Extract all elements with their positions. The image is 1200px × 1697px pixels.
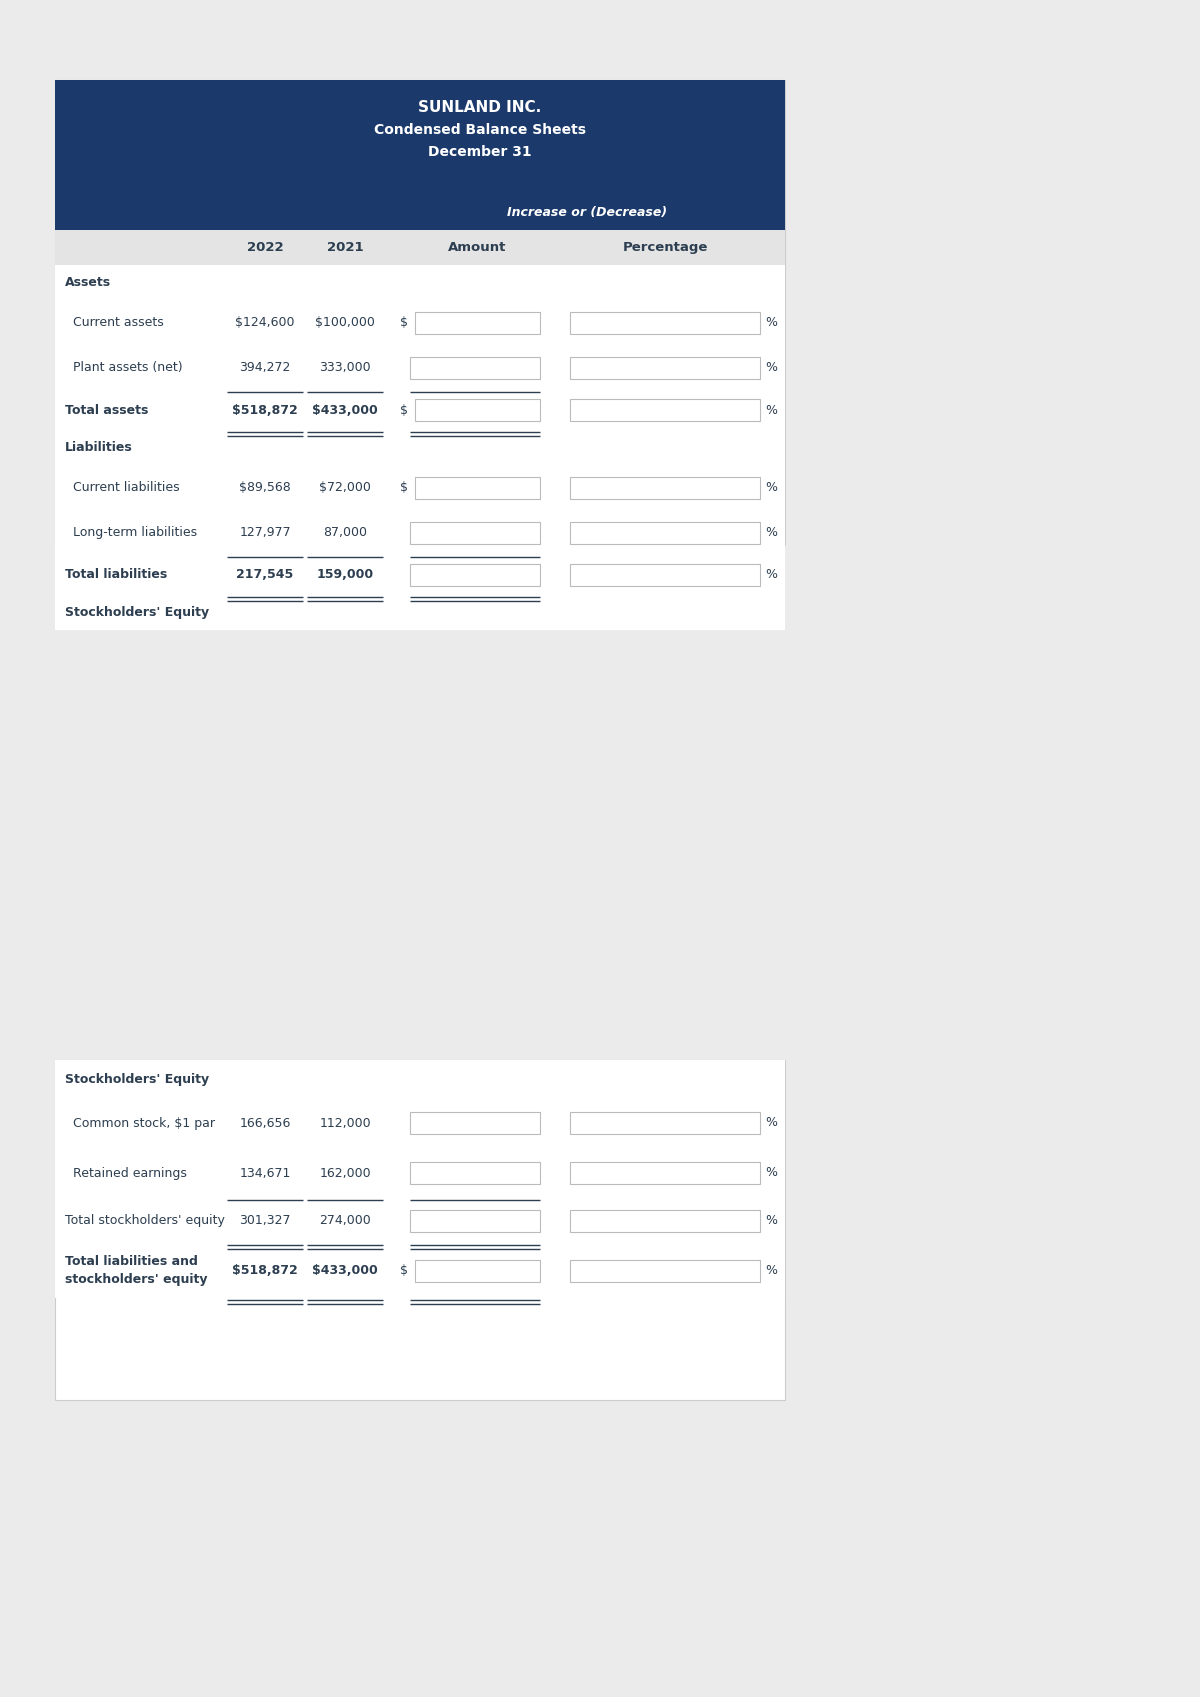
Text: $: $ (400, 480, 408, 494)
FancyBboxPatch shape (410, 1162, 540, 1185)
Text: 159,000: 159,000 (317, 568, 373, 582)
FancyBboxPatch shape (415, 1259, 540, 1281)
FancyBboxPatch shape (410, 563, 540, 585)
Text: 87,000: 87,000 (323, 526, 367, 540)
Text: %: % (766, 404, 778, 416)
Text: $89,568: $89,568 (239, 480, 290, 494)
FancyBboxPatch shape (55, 231, 785, 265)
FancyBboxPatch shape (570, 1162, 760, 1185)
FancyBboxPatch shape (410, 356, 540, 378)
Text: Stockholders' Equity: Stockholders' Equity (65, 1073, 209, 1086)
FancyBboxPatch shape (415, 312, 540, 334)
FancyBboxPatch shape (570, 312, 760, 334)
Text: stockholders' equity: stockholders' equity (65, 1273, 208, 1286)
FancyBboxPatch shape (410, 1112, 540, 1134)
FancyBboxPatch shape (55, 80, 785, 195)
Text: 166,656: 166,656 (239, 1117, 290, 1130)
Text: 127,977: 127,977 (239, 526, 290, 540)
Text: $433,000: $433,000 (312, 1264, 378, 1278)
Text: Current assets: Current assets (73, 316, 163, 329)
FancyBboxPatch shape (55, 195, 785, 231)
FancyBboxPatch shape (55, 344, 785, 390)
Text: 2021: 2021 (326, 241, 364, 255)
FancyBboxPatch shape (570, 1210, 760, 1232)
FancyBboxPatch shape (410, 521, 540, 543)
Text: SUNLAND INC.: SUNLAND INC. (419, 100, 541, 115)
FancyBboxPatch shape (55, 1198, 785, 1242)
Text: 394,272: 394,272 (239, 361, 290, 373)
Text: $72,000: $72,000 (319, 480, 371, 494)
Text: Total liabilities and: Total liabilities and (65, 1256, 198, 1268)
Text: 301,327: 301,327 (239, 1213, 290, 1227)
FancyBboxPatch shape (55, 511, 785, 555)
Text: $: $ (400, 1264, 408, 1278)
Text: Amount: Amount (449, 241, 506, 255)
Text: Retained earnings: Retained earnings (73, 1166, 187, 1179)
Text: Long-term liabilities: Long-term liabilities (73, 526, 197, 540)
Text: December 31: December 31 (428, 144, 532, 160)
FancyBboxPatch shape (55, 1061, 785, 1400)
Text: $518,872: $518,872 (232, 1264, 298, 1278)
FancyBboxPatch shape (55, 429, 785, 465)
Text: Current liabilities: Current liabilities (73, 480, 180, 494)
Text: %: % (766, 480, 778, 494)
Text: Condensed Balance Sheets: Condensed Balance Sheets (374, 122, 586, 137)
Text: Increase or (Decrease): Increase or (Decrease) (508, 205, 667, 219)
FancyBboxPatch shape (55, 300, 785, 344)
Text: Total assets: Total assets (65, 404, 149, 416)
Text: Stockholders' Equity: Stockholders' Equity (65, 606, 209, 619)
FancyBboxPatch shape (415, 477, 540, 499)
FancyBboxPatch shape (55, 265, 785, 300)
Text: Plant assets (net): Plant assets (net) (73, 361, 182, 373)
Text: Percentage: Percentage (623, 241, 708, 255)
FancyBboxPatch shape (570, 399, 760, 421)
FancyBboxPatch shape (410, 1210, 540, 1232)
Text: Assets: Assets (65, 277, 112, 288)
Text: %: % (766, 568, 778, 582)
Text: $433,000: $433,000 (312, 404, 378, 416)
Text: $: $ (400, 316, 408, 329)
FancyBboxPatch shape (55, 1098, 785, 1147)
FancyBboxPatch shape (55, 596, 785, 630)
FancyBboxPatch shape (55, 1061, 785, 1098)
Text: 333,000: 333,000 (319, 361, 371, 373)
FancyBboxPatch shape (55, 1147, 785, 1198)
FancyBboxPatch shape (570, 1259, 760, 1281)
Text: %: % (766, 1213, 778, 1227)
FancyBboxPatch shape (570, 356, 760, 378)
FancyBboxPatch shape (570, 477, 760, 499)
Text: $518,872: $518,872 (232, 404, 298, 416)
FancyBboxPatch shape (55, 465, 785, 511)
Text: Common stock, $1 par: Common stock, $1 par (73, 1117, 215, 1130)
Text: Total liabilities: Total liabilities (65, 568, 167, 582)
FancyBboxPatch shape (55, 390, 785, 429)
Text: $100,000: $100,000 (316, 316, 374, 329)
Text: Liabilities: Liabilities (65, 441, 133, 455)
Text: 274,000: 274,000 (319, 1213, 371, 1227)
Text: 112,000: 112,000 (319, 1117, 371, 1130)
FancyBboxPatch shape (55, 555, 785, 596)
Text: %: % (766, 361, 778, 373)
Text: Total stockholders' equity: Total stockholders' equity (65, 1213, 224, 1227)
Text: %: % (766, 526, 778, 540)
Text: $124,600: $124,600 (235, 316, 295, 329)
FancyBboxPatch shape (55, 1242, 785, 1298)
Text: 134,671: 134,671 (239, 1166, 290, 1179)
FancyBboxPatch shape (570, 1112, 760, 1134)
FancyBboxPatch shape (570, 563, 760, 585)
Text: %: % (766, 1117, 778, 1130)
FancyBboxPatch shape (570, 521, 760, 543)
Text: %: % (766, 1166, 778, 1179)
Text: $: $ (400, 404, 408, 416)
Text: %: % (766, 316, 778, 329)
Text: %: % (766, 1264, 778, 1278)
Text: 217,545: 217,545 (236, 568, 294, 582)
Text: 162,000: 162,000 (319, 1166, 371, 1179)
Text: 2022: 2022 (247, 241, 283, 255)
FancyBboxPatch shape (415, 399, 540, 421)
FancyBboxPatch shape (55, 80, 785, 545)
